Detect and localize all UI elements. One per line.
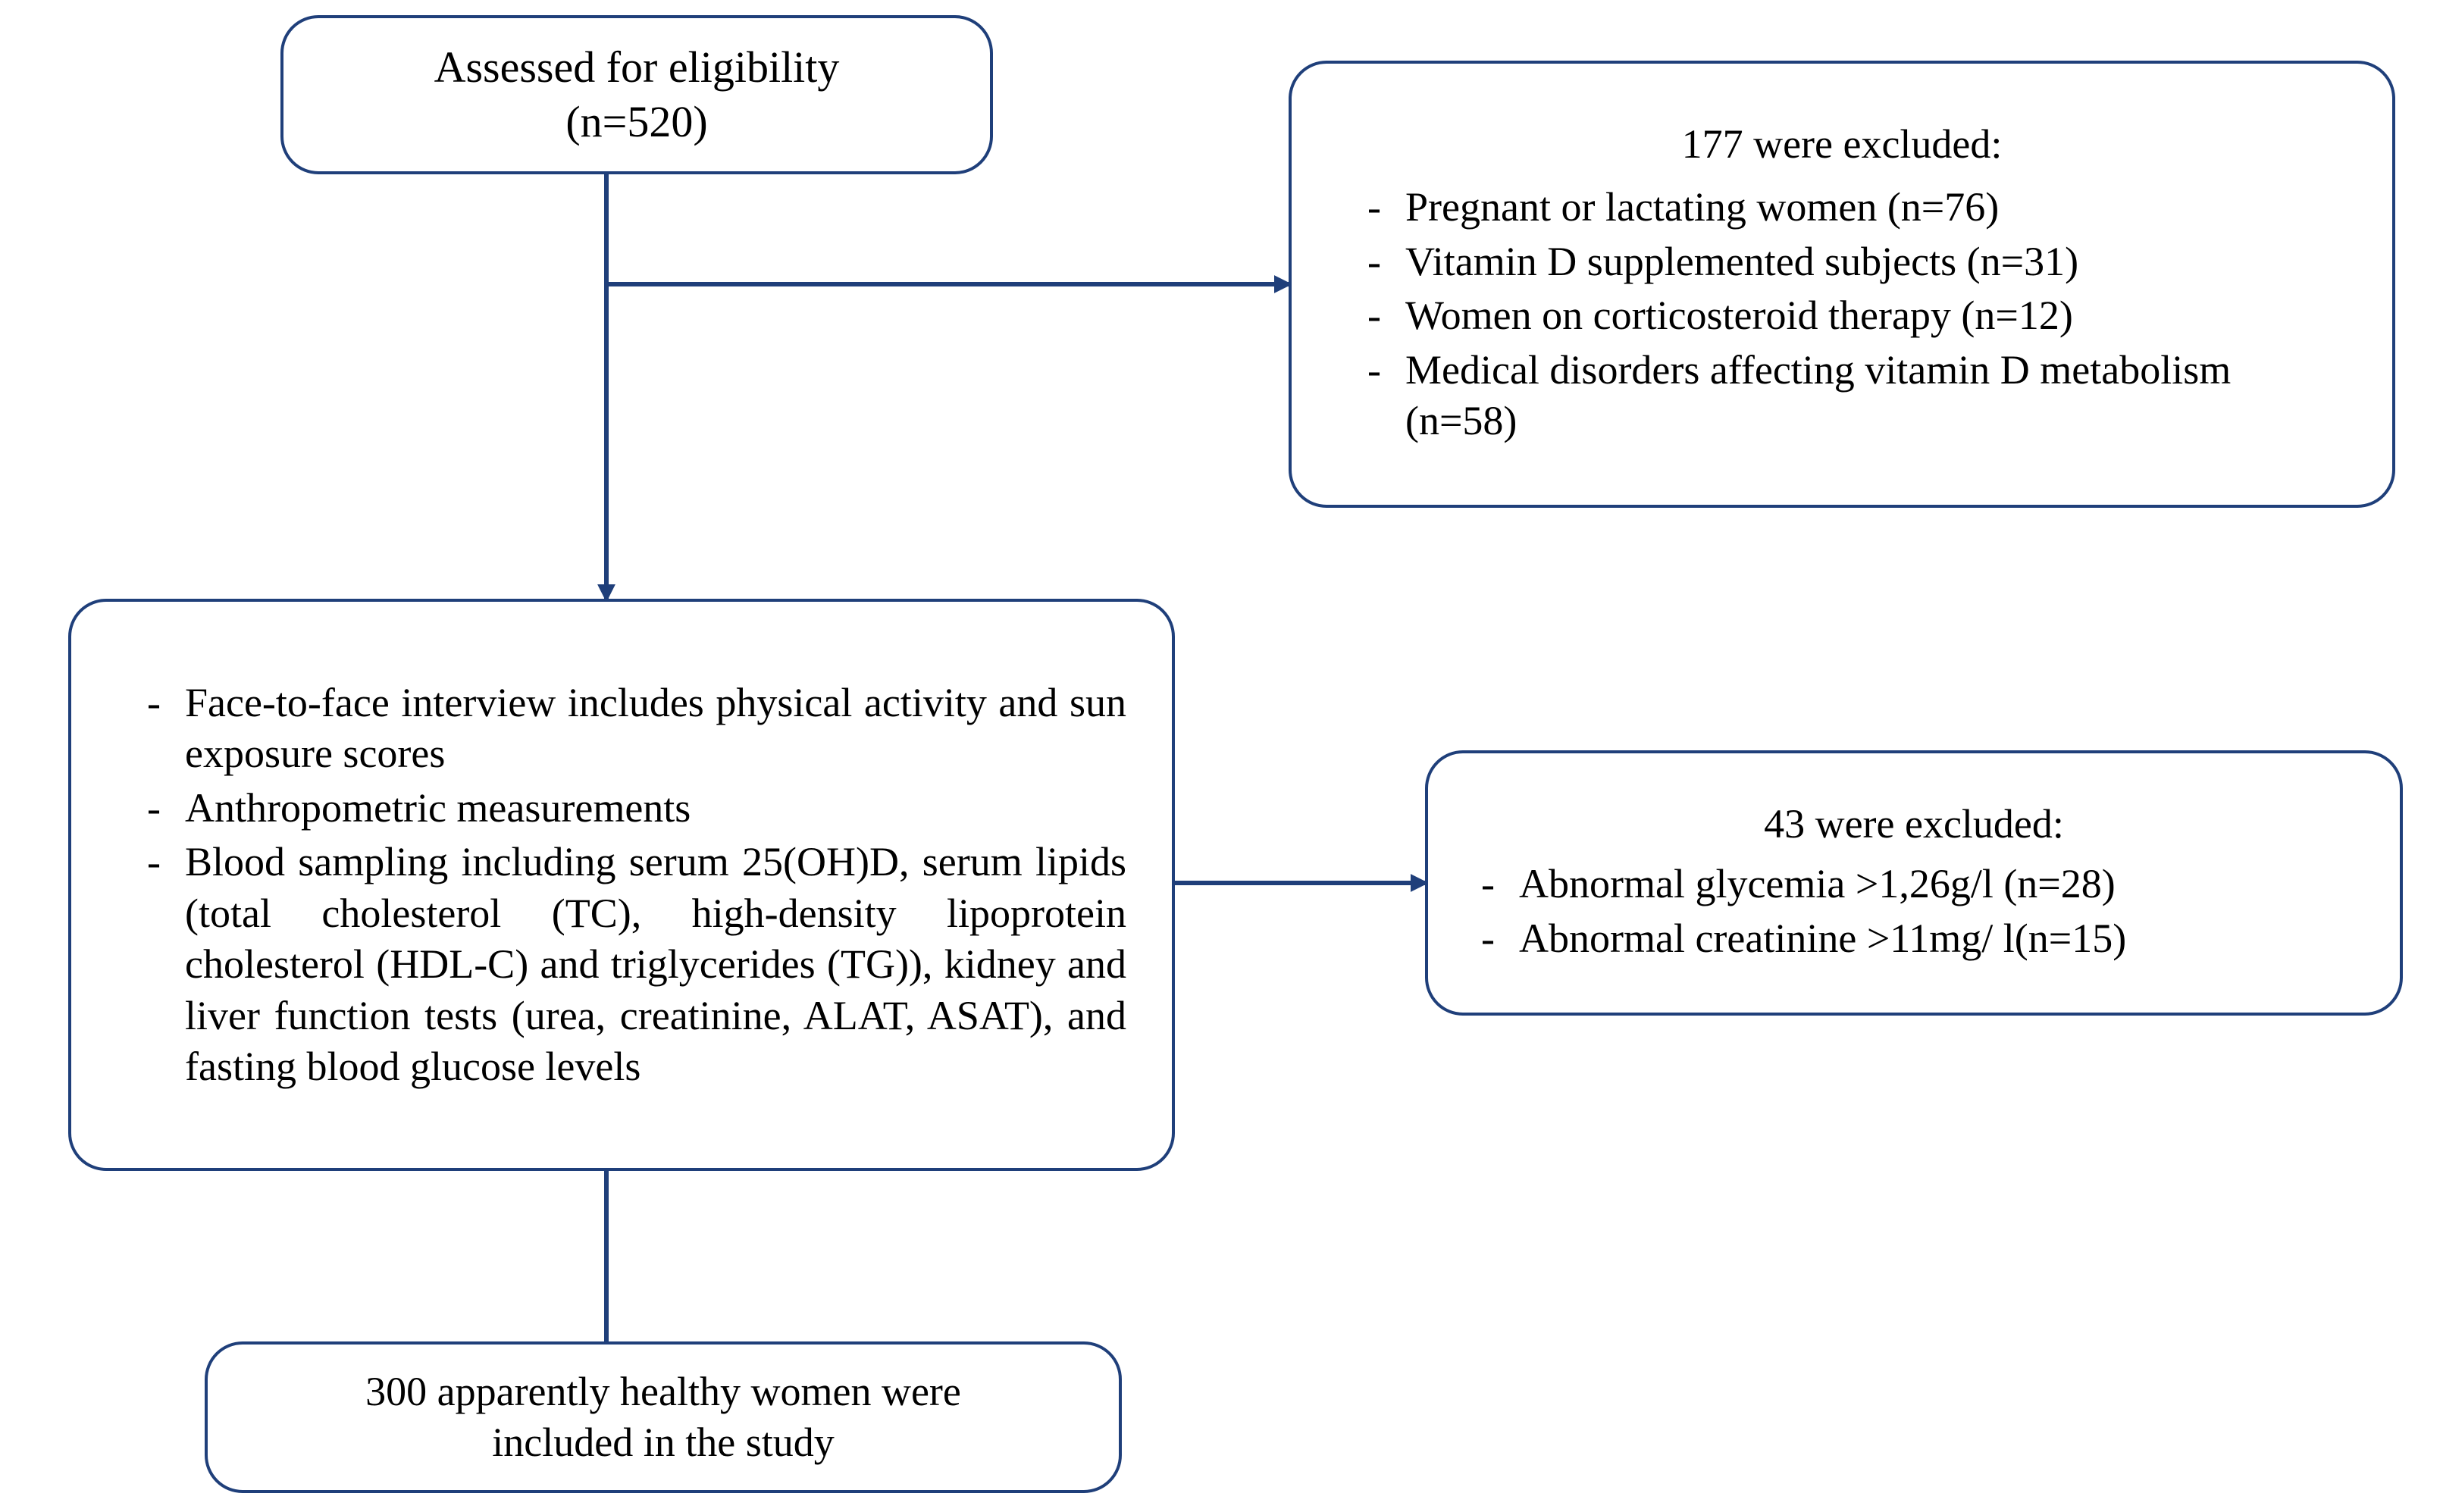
excluded1-item: Medical disorders affecting vitamin D me… [1367, 345, 2347, 447]
node-process: Face-to-face interview includes physical… [68, 599, 1175, 1171]
node-included: 300 apparently healthy women were includ… [205, 1341, 1122, 1493]
process-item: Blood sampling including serum 25(OH)D, … [147, 837, 1126, 1093]
process-item: Anthropometric measurements [147, 783, 1126, 834]
excluded1-item: Women on corticosteroid therapy (n=12) [1367, 290, 2347, 342]
excluded1-item: Pregnant or lactating women (n=76) [1367, 182, 2347, 233]
process-item: Face-to-face interview includes physical… [147, 678, 1126, 780]
included-line1: 300 apparently healthy women were [208, 1366, 1119, 1418]
excluded1-item: Vitamin D supplemented subjects (n=31) [1367, 236, 2347, 288]
excluded1-list: Pregnant or lactating women (n=76)Vitami… [1292, 179, 2392, 450]
eligibility-line1: Assessed for eligibility [283, 40, 990, 95]
excluded2-list: Abnormal glycemia >1,26g/l (n=28)Abnorma… [1428, 856, 2400, 967]
excluded2-item: Abnormal glycemia >1,26g/l (n=28) [1481, 859, 2369, 910]
node-excluded-second: 43 were excluded: Abnormal glycemia >1,2… [1425, 750, 2403, 1016]
node-eligibility: Assessed for eligibility (n=520) [280, 15, 993, 174]
process-list: Face-to-face interview includes physical… [71, 675, 1172, 1096]
node-excluded-first: 177 were excluded: Pregnant or lactating… [1289, 61, 2395, 508]
excluded2-title: 43 were excluded: [1428, 799, 2400, 850]
excluded1-title: 177 were excluded: [1292, 119, 2392, 171]
included-line2: included in the study [208, 1417, 1119, 1469]
excluded2-item: Abnormal creatinine >11mg/ l(n=15) [1481, 913, 2369, 965]
eligibility-line2: (n=520) [283, 95, 990, 150]
flowchart-canvas: Assessed for eligibility (n=520) 177 wer… [0, 0, 2443, 1512]
